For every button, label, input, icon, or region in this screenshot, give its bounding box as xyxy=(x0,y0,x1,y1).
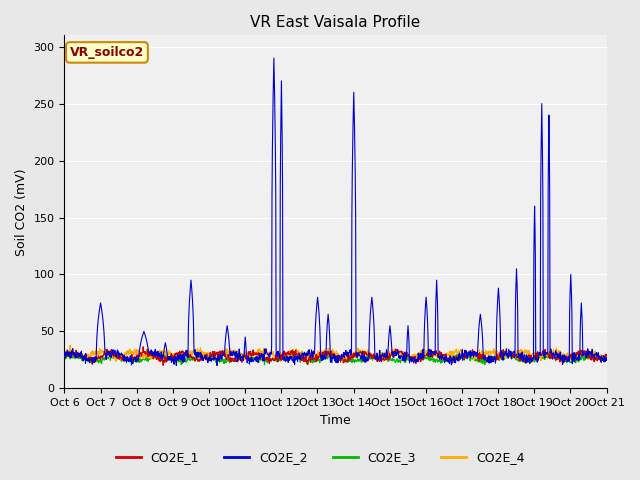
X-axis label: Time: Time xyxy=(320,414,351,427)
Y-axis label: Soil CO2 (mV): Soil CO2 (mV) xyxy=(15,168,28,255)
Title: VR East Vaisala Profile: VR East Vaisala Profile xyxy=(250,15,420,30)
Legend: CO2E_1, CO2E_2, CO2E_3, CO2E_4: CO2E_1, CO2E_2, CO2E_3, CO2E_4 xyxy=(111,446,529,469)
Text: VR_soilco2: VR_soilco2 xyxy=(70,46,144,59)
